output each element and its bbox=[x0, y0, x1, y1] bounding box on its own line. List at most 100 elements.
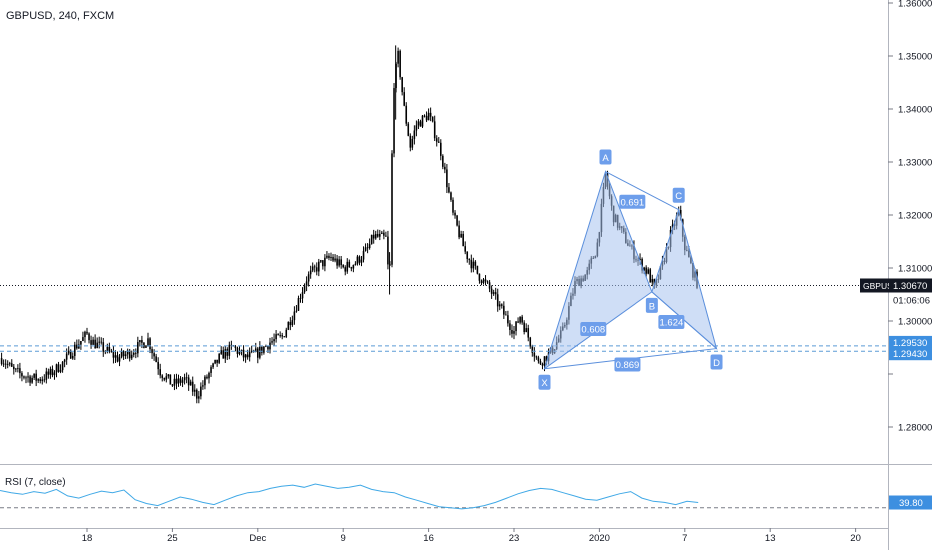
price-tick-label: 1.28000 bbox=[898, 423, 932, 434]
candle-body bbox=[405, 105, 408, 124]
candle-body bbox=[513, 331, 515, 334]
candle-body bbox=[13, 366, 15, 370]
candle-body bbox=[379, 233, 381, 237]
candle-body bbox=[59, 370, 62, 372]
pattern-point-x: X bbox=[541, 378, 548, 389]
price-tick-label: 1.36000 bbox=[898, 0, 932, 10]
candle-body bbox=[383, 232, 385, 236]
candle-body bbox=[271, 341, 273, 343]
candle-body bbox=[183, 377, 186, 381]
candle-body bbox=[8, 363, 11, 365]
candle-body bbox=[185, 377, 188, 379]
candle-body bbox=[501, 304, 503, 306]
candle-body bbox=[366, 247, 369, 249]
price-tick-label: 1.34000 bbox=[898, 105, 932, 116]
candle-body bbox=[376, 234, 379, 237]
candle-body bbox=[391, 153, 393, 265]
candle-body bbox=[159, 369, 161, 376]
candle-body bbox=[116, 355, 119, 362]
candle-body bbox=[281, 335, 283, 337]
candle-body bbox=[61, 361, 64, 371]
candle-body bbox=[208, 372, 210, 379]
candle-body bbox=[220, 350, 222, 354]
candle-body bbox=[84, 331, 86, 338]
candle-body bbox=[541, 363, 544, 366]
candle-body bbox=[364, 247, 367, 251]
candle-body bbox=[425, 115, 428, 121]
candle-body bbox=[368, 244, 371, 249]
candle-body bbox=[179, 378, 182, 383]
candle-body bbox=[450, 192, 452, 200]
candle-body bbox=[460, 233, 462, 238]
candle-body bbox=[143, 342, 145, 348]
candle-body bbox=[401, 77, 403, 93]
candle-body bbox=[301, 292, 304, 299]
candle-body bbox=[647, 269, 649, 274]
candle-body bbox=[124, 354, 127, 357]
time-tick-label: Dec bbox=[249, 533, 266, 544]
candle-body bbox=[322, 260, 324, 267]
candle-body bbox=[332, 256, 334, 261]
candle-body bbox=[352, 265, 355, 269]
pattern-point-c: C bbox=[675, 191, 682, 202]
candle-body bbox=[230, 344, 233, 346]
candle-body bbox=[525, 328, 527, 332]
candle-body bbox=[206, 376, 208, 379]
candle-body bbox=[19, 368, 21, 374]
candle-body bbox=[372, 234, 375, 239]
candle-body bbox=[529, 337, 532, 347]
ratio-label: 1.624 bbox=[659, 318, 683, 329]
price-tick-label: 1.33000 bbox=[898, 158, 932, 169]
rsi-title: RSI (7, close) bbox=[5, 477, 66, 488]
candle-body bbox=[112, 351, 115, 358]
candle-body bbox=[411, 138, 414, 148]
candle-body bbox=[478, 273, 481, 281]
symbol-badge-label: GBPUSD bbox=[863, 281, 899, 291]
candle-body bbox=[10, 363, 13, 367]
candle-body bbox=[236, 347, 239, 354]
candle-body bbox=[17, 368, 19, 369]
candle-body bbox=[466, 251, 469, 259]
ratio-badge bbox=[619, 194, 646, 209]
candle-body bbox=[250, 350, 253, 353]
candle-body bbox=[484, 279, 487, 282]
candle-body bbox=[126, 350, 129, 355]
candle-body bbox=[267, 345, 269, 350]
candle-body bbox=[537, 357, 540, 362]
candle-body bbox=[649, 269, 652, 283]
candle-body bbox=[15, 368, 17, 370]
candle-body bbox=[328, 255, 330, 258]
candle-body bbox=[135, 352, 137, 354]
candle-body bbox=[641, 258, 643, 271]
candle-body bbox=[96, 342, 98, 349]
candle-body bbox=[181, 380, 184, 383]
candle-body bbox=[246, 354, 249, 358]
candle-body bbox=[65, 353, 68, 360]
candle-body bbox=[653, 279, 656, 286]
candle-body bbox=[151, 349, 153, 354]
time-tick-label: 23 bbox=[509, 533, 520, 544]
candle-body bbox=[67, 350, 70, 354]
candle-body bbox=[31, 377, 33, 383]
candle-body bbox=[350, 267, 353, 269]
candle-body bbox=[315, 267, 318, 272]
candle-body bbox=[76, 344, 78, 349]
symbol-title: GBPUSD, 240, FXCM bbox=[6, 10, 115, 22]
candle-body bbox=[336, 258, 338, 266]
candle-body bbox=[283, 336, 286, 338]
candle-body bbox=[344, 267, 347, 272]
candle-body bbox=[419, 121, 422, 127]
candle-body bbox=[320, 260, 322, 262]
candle-body bbox=[309, 270, 312, 275]
countdown-label: 01:06:06 bbox=[893, 295, 930, 306]
candle-body bbox=[167, 374, 170, 377]
candle-body bbox=[515, 321, 517, 332]
candle-body bbox=[275, 334, 277, 340]
price-tick-label: 1.32000 bbox=[898, 211, 932, 222]
time-tick-label: 13 bbox=[765, 533, 776, 544]
candle-body bbox=[533, 352, 536, 357]
candle-body bbox=[543, 356, 546, 366]
candle-body bbox=[100, 341, 103, 343]
